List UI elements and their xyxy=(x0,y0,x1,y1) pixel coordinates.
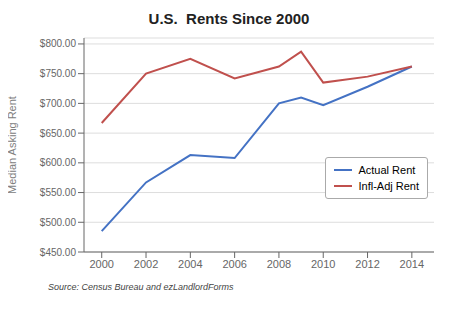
svg-text:2012: 2012 xyxy=(355,258,379,270)
svg-text:$500.00: $500.00 xyxy=(40,217,77,228)
svg-text:$800.00: $800.00 xyxy=(40,38,77,49)
svg-text:2008: 2008 xyxy=(267,258,291,270)
svg-text:$750.00: $750.00 xyxy=(40,68,77,79)
svg-text:$650.00: $650.00 xyxy=(40,128,77,139)
svg-text:2010: 2010 xyxy=(311,258,335,270)
svg-text:2000: 2000 xyxy=(89,258,113,270)
html-text:Source: Census Bureau and ezLa: Source: Census Bureau and ezLandlordForm… xyxy=(48,282,234,292)
svg-text:2002: 2002 xyxy=(134,258,158,270)
svg-text:$450.00: $450.00 xyxy=(40,247,77,258)
svg-text:2006: 2006 xyxy=(222,258,246,270)
svg-text:$600.00: $600.00 xyxy=(40,157,77,168)
html-text:Infl-Adj Rent: Infl-Adj Rent xyxy=(358,180,419,192)
svg-text:$700.00: $700.00 xyxy=(40,98,77,109)
html-text:U.S. Rents Since 2000: U.S. Rents Since 2000 xyxy=(148,10,310,27)
svg-text:2004: 2004 xyxy=(178,258,202,270)
html-text:Actual Rent: Actual Rent xyxy=(358,164,416,176)
svg-text:$550.00: $550.00 xyxy=(40,187,77,198)
svg-text:Median Asking Rent: Median Asking Rent xyxy=(8,96,18,194)
svg-text:2014: 2014 xyxy=(400,258,424,270)
